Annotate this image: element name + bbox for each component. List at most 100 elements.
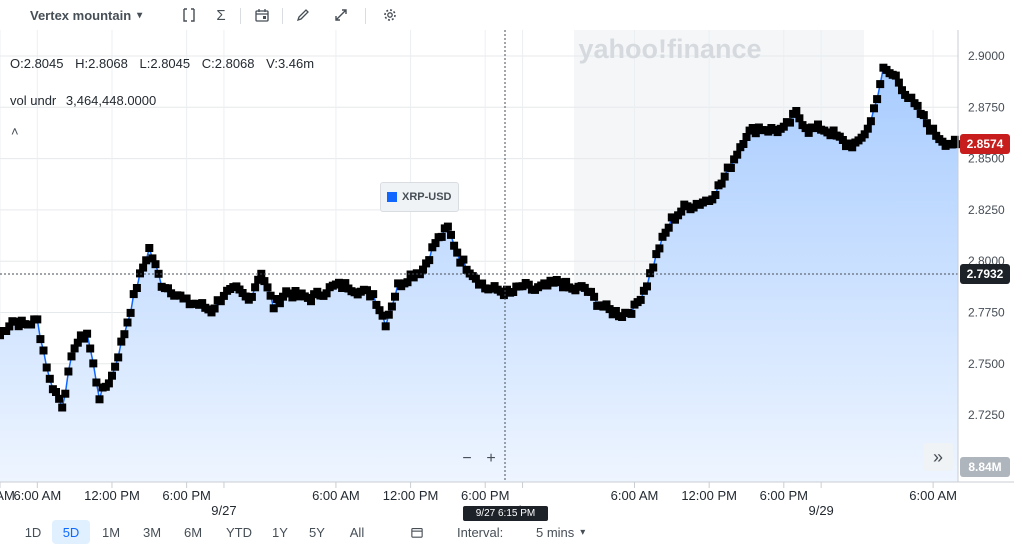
- price-marker: [590, 292, 599, 301]
- price-marker: [67, 352, 76, 361]
- price-marker: [447, 230, 455, 239]
- price-marker: [611, 307, 620, 315]
- price-marker: [5, 322, 14, 331]
- calendar-icon[interactable]: [251, 5, 273, 25]
- range-1m[interactable]: 1M: [101, 524, 121, 540]
- high-value: H:2.8068: [75, 56, 128, 71]
- price-marker: [92, 378, 101, 387]
- price-marker: [338, 284, 347, 292]
- price-marker: [415, 270, 424, 279]
- price-marker: [247, 292, 256, 301]
- draw-icon[interactable]: [292, 5, 314, 25]
- close-value: C:2.8068: [201, 56, 255, 71]
- price-marker: [671, 215, 679, 224]
- price-marker: [387, 302, 396, 311]
- price-marker: [372, 300, 381, 309]
- price-marker: [792, 107, 801, 115]
- x-tick-label: 9/27: [211, 503, 236, 518]
- range-6m[interactable]: 6M: [183, 524, 203, 540]
- range-1d[interactable]: 1D: [24, 524, 42, 540]
- price-marker: [658, 232, 667, 241]
- price-marker: [826, 131, 835, 140]
- price-marker: [375, 306, 384, 315]
- price-marker: [649, 263, 658, 272]
- price-marker: [210, 304, 219, 313]
- price-markers: [0, 63, 962, 412]
- price-marker: [587, 287, 595, 296]
- range-5y[interactable]: 5Y: [309, 524, 325, 540]
- price-marker: [907, 93, 916, 102]
- price-marker: [524, 280, 533, 289]
- price-marker: [266, 291, 275, 300]
- price-marker: [363, 286, 371, 295]
- compare-icon[interactable]: [178, 5, 200, 25]
- chart-type-dropdown[interactable]: Vertex mountain ▾: [30, 5, 142, 25]
- price-marker: [83, 329, 92, 338]
- price-marker: [123, 318, 132, 327]
- price-marker: [219, 291, 228, 300]
- toolbar-divider: [240, 8, 241, 24]
- price-marker: [471, 274, 480, 283]
- x-tick-label: 6:00 AM: [611, 488, 659, 503]
- price-marker: [829, 126, 838, 135]
- price-marker: [891, 71, 900, 80]
- price-marker: [14, 322, 23, 331]
- price-marker: [216, 297, 225, 306]
- zoom-out-button[interactable]: −: [462, 450, 472, 467]
- price-marker: [198, 299, 207, 308]
- ohlc-readout: O:2.8045 H:2.8068 L:2.8045 C:2.8068 V:3.…: [10, 56, 322, 71]
- price-marker: [437, 232, 446, 241]
- x-tick-label: 12:00 PM: [383, 488, 439, 503]
- settings-icon[interactable]: [379, 5, 401, 25]
- price-marker: [117, 337, 126, 346]
- price-marker: [409, 273, 418, 282]
- price-marker: [2, 327, 11, 335]
- chevron-up-icon[interactable]: ˄: [11, 124, 19, 139]
- vol-undr-readout: vol undr 3,464,448.0000: [10, 93, 156, 108]
- price-marker: [661, 228, 670, 237]
- fast-forward-icon[interactable]: »: [923, 443, 953, 471]
- range-1y[interactable]: 1Y: [272, 524, 288, 540]
- series-legend[interactable]: XRP-USD: [380, 182, 459, 212]
- expand-icon[interactable]: [330, 5, 352, 25]
- price-marker: [381, 322, 390, 331]
- price-marker: [860, 130, 869, 139]
- price-marker: [618, 313, 627, 321]
- price-marker: [136, 269, 144, 278]
- y-tick-label: 2.9000: [968, 49, 1005, 63]
- price-marker: [779, 122, 788, 131]
- price-marker: [61, 389, 70, 398]
- price-marker: [341, 279, 350, 288]
- price-marker: [562, 277, 571, 286]
- price-marker: [717, 179, 726, 188]
- range-all[interactable]: All: [349, 524, 365, 540]
- price-marker: [730, 155, 739, 164]
- x-tick-label: 0 AM: [0, 488, 15, 503]
- range-3m[interactable]: 3M: [142, 524, 162, 540]
- price-marker: [450, 241, 459, 250]
- price-marker: [876, 80, 885, 89]
- legend-label: XRP-USD: [402, 191, 452, 203]
- price-marker: [114, 353, 123, 362]
- zoom-in-button[interactable]: +: [486, 450, 496, 467]
- range-5d[interactable]: 5D: [52, 520, 90, 544]
- price-marker: [643, 282, 651, 291]
- price-marker: [52, 388, 60, 396]
- range-bar: 1D 5D 1M 3M 6M YTD 1Y 5Y All Interval: 5…: [0, 520, 1022, 544]
- calendar-range-icon[interactable]: [406, 520, 428, 544]
- price-marker: [269, 304, 278, 313]
- price-marker: [870, 104, 878, 113]
- price-marker: [814, 120, 822, 129]
- price-marker: [403, 278, 412, 287]
- price-marker: [453, 248, 462, 257]
- indicator-icon[interactable]: Σ: [216, 6, 226, 24]
- y-tick-label: 2.8500: [968, 152, 1005, 166]
- price-marker: [664, 223, 673, 232]
- chart-type-label: Vertex mountain: [30, 7, 132, 23]
- price-marker: [45, 374, 54, 383]
- range-ytd[interactable]: YTD: [226, 524, 252, 540]
- price-marker: [555, 278, 564, 287]
- interval-dropdown[interactable]: 5 mins ▾: [536, 520, 585, 544]
- toolbar-divider: [282, 8, 283, 24]
